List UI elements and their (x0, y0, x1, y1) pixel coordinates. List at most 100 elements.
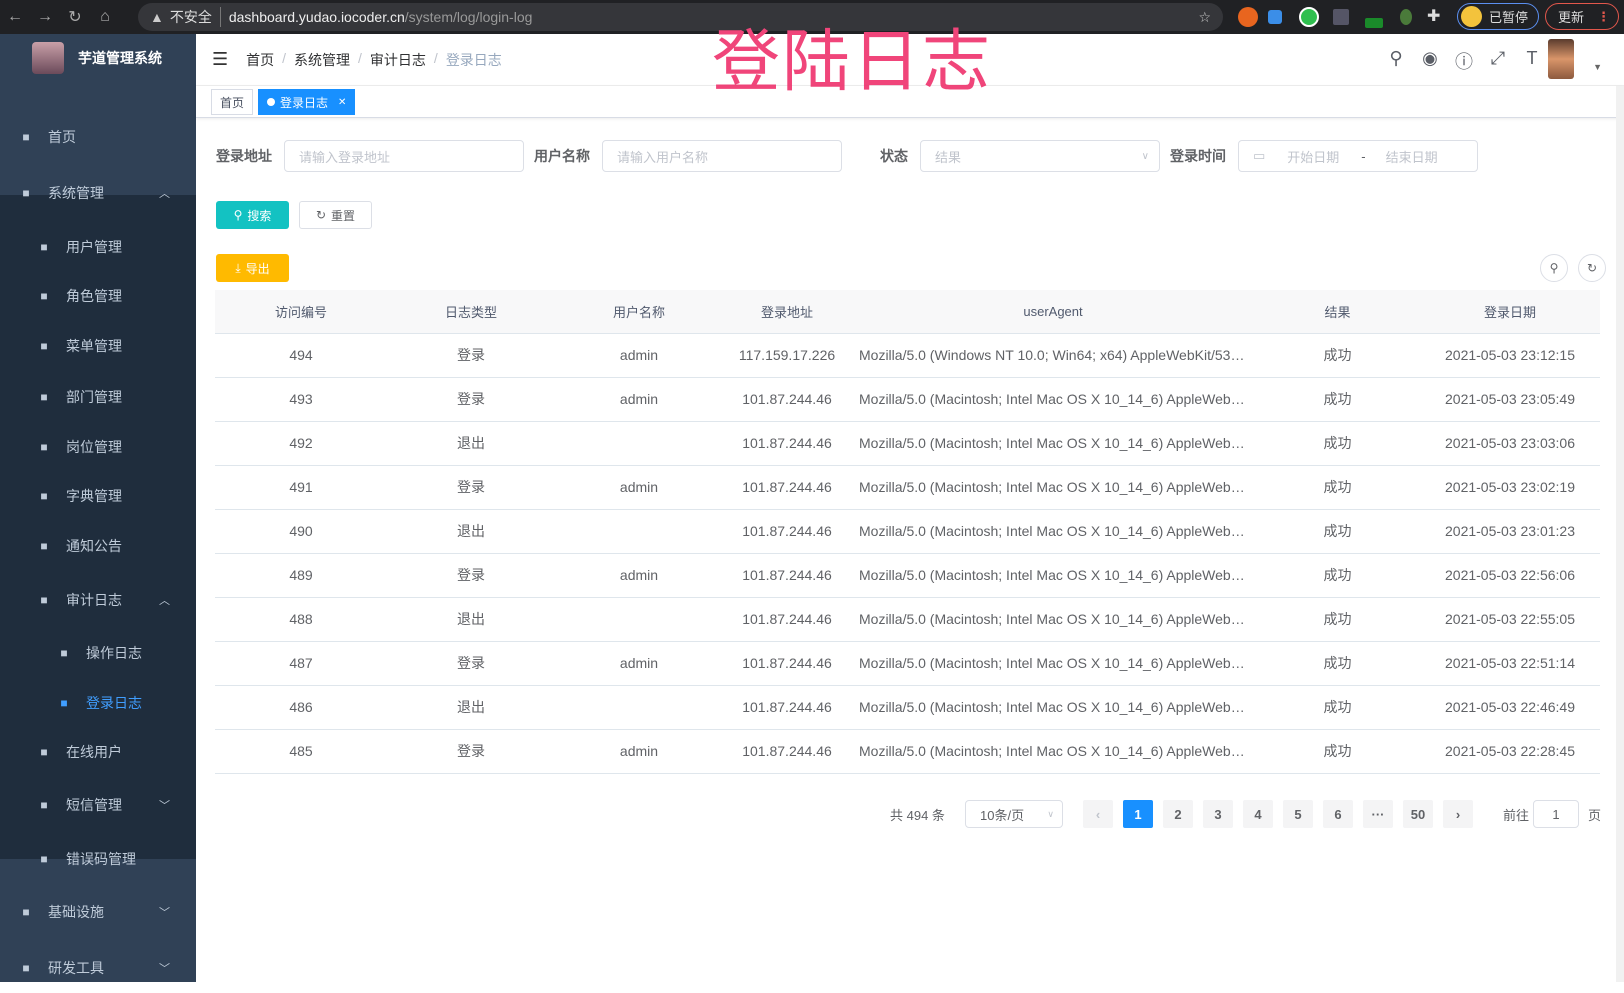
tree-table-icon: ■ (40, 339, 48, 353)
refresh-icon: ↻ (315, 208, 327, 222)
extension-gem-icon[interactable] (1268, 10, 1282, 24)
sidebar-item[interactable]: ■ 研发工具 ﹀ (0, 943, 196, 993)
sidebar-item[interactable]: ■ 操作日志 (0, 628, 196, 678)
table-row: 492 退出 101.87.244.46 Mozilla/5.0 (Macintosh… (215, 421, 1600, 466)
date-range-picker[interactable]: ▭ 开始日期 - 结束日期 (1238, 140, 1478, 172)
sidebar-logo[interactable]: 芋道管理系统 (0, 34, 196, 82)
next-page-button[interactable]: › (1443, 800, 1473, 828)
refresh-table-button[interactable]: ↻ (1578, 254, 1606, 282)
sidebar-item-label: 用户管理 (66, 239, 122, 255)
page-button[interactable]: 2 (1163, 800, 1193, 828)
sidebar-item[interactable]: ■ 基础设施 ﹀ (0, 887, 196, 937)
goto-value: 1 (1552, 806, 1560, 822)
table-cell: 退出 (387, 597, 555, 642)
sidebar-item[interactable]: ■ 系统管理 ︿ (0, 168, 196, 218)
sidebar-item[interactable]: ■ 通知公告 (0, 521, 196, 571)
font-size-icon[interactable]: T (1526, 48, 1538, 68)
sidebar-item[interactable]: ■ 短信管理 ﹀ (0, 780, 196, 830)
ip-input[interactable]: 请输入登录地址 (284, 140, 524, 172)
extension-on-icon[interactable] (1365, 18, 1383, 28)
reload-icon[interactable]: ↻ (68, 9, 82, 26)
table-cell: 登录 (387, 553, 555, 598)
tag-home[interactable]: 首页 (211, 89, 254, 115)
breadcrumb-separator: / (358, 49, 362, 66)
extension-leaf-icon[interactable] (1400, 9, 1412, 25)
caret-down-icon[interactable]: ▼ (1593, 62, 1602, 72)
page-scrollbar[interactable] (1616, 86, 1624, 982)
table-cell: Mozilla/5.0 (Macintosh; Intel Mac OS X 1… (851, 685, 1255, 730)
hamburger-icon[interactable]: ☰ (212, 49, 229, 69)
table-cell: Mozilla/5.0 (Macintosh; Intel Mac OS X 1… (851, 509, 1255, 554)
table-cell: 登录 (387, 465, 555, 510)
sidebar-item[interactable]: ■ 用户管理 (0, 222, 196, 272)
extension-v-icon[interactable] (1299, 7, 1319, 27)
table-cell: 101.87.244.46 (723, 509, 851, 554)
reset-button[interactable]: ↻ 重置 (299, 201, 372, 229)
update-button[interactable]: 更新 ⋮ (1545, 3, 1619, 30)
table-cell: admin (555, 641, 723, 686)
browser-toolbar: ← → ↻ ⌂ ▲ 不安全 dashboard.yudao.iocoder.cn… (0, 0, 1624, 34)
extension-icon[interactable] (1238, 7, 1258, 27)
search-icon[interactable]: ⚲ (1389, 48, 1403, 68)
extensions-puzzle-icon[interactable]: ✚ (1427, 8, 1441, 25)
column-header: 登录地址 (723, 290, 851, 334)
username-input[interactable]: 请输入用户名称 (602, 140, 842, 172)
help-icon[interactable]: ⓘ (1455, 52, 1473, 72)
column-header: 用户名称 (555, 290, 723, 334)
table-cell: Mozilla/5.0 (Windows NT 10.0; Win64; x64… (851, 333, 1255, 378)
home-icon[interactable]: ⌂ (100, 8, 110, 25)
extension-grid-icon[interactable] (1333, 9, 1349, 25)
sidebar-item[interactable]: ■ 登录日志 (0, 678, 196, 728)
user-icon: ■ (40, 240, 48, 254)
search-button[interactable]: ⚲ 搜索 (216, 201, 289, 229)
github-icon[interactable]: ◉ (1422, 48, 1438, 68)
sidebar-item[interactable]: ■ 首页 (0, 112, 196, 162)
page-button[interactable]: 50 (1403, 800, 1433, 828)
close-icon[interactable]: ✕ (338, 96, 347, 108)
sidebar-item[interactable]: ■ 审计日志 ︿ (0, 575, 196, 625)
goto-page-input[interactable]: 1 (1533, 800, 1579, 828)
status-select[interactable]: 结果 ∨ (920, 140, 1160, 172)
export-button[interactable]: ⤓ 导出 (216, 254, 289, 282)
monitor-icon: ■ (22, 905, 30, 919)
toggle-search-button[interactable]: ⚲ (1540, 254, 1568, 282)
sidebar-item[interactable]: ■ 在线用户 (0, 727, 196, 777)
page-button[interactable]: 1 (1123, 800, 1153, 828)
prev-page-button[interactable]: ‹ (1083, 800, 1113, 828)
page-size-select[interactable]: 10条/页 ∨ (965, 800, 1063, 828)
bookmark-star-icon[interactable]: ☆ (1198, 8, 1211, 25)
address-bar[interactable]: ▲ 不安全 dashboard.yudao.iocoder.cn/system/… (138, 3, 1223, 31)
pagination-total: 共 494 条 (890, 807, 945, 823)
sidebar-item[interactable]: ■ 菜单管理 (0, 321, 196, 371)
sidebar-item[interactable]: ■ 错误码管理 (0, 834, 196, 884)
fullscreen-icon[interactable]: ⤢ (1490, 48, 1506, 68)
forward-icon[interactable]: → (37, 8, 53, 25)
page-button[interactable]: ··· (1363, 800, 1393, 828)
table-cell: 退出 (387, 421, 555, 466)
avatar[interactable] (1548, 39, 1574, 79)
back-icon[interactable]: ← (7, 8, 23, 25)
page-button[interactable]: 6 (1323, 800, 1353, 828)
table-cell: 490 (215, 509, 387, 554)
breadcrumb-item: 系统管理 (294, 51, 351, 68)
sidebar-item[interactable]: ■ 岗位管理 (0, 422, 196, 472)
table-cell: 101.87.244.46 (723, 641, 851, 686)
sidebar-item[interactable]: ■ 部门管理 (0, 372, 196, 422)
sidebar-item[interactable]: ■ 字典管理 (0, 471, 196, 521)
dict-icon: ■ (40, 489, 48, 503)
breadcrumb-item[interactable]: 首页 (246, 51, 275, 68)
profile-paused-button[interactable]: 已暂停 (1457, 3, 1539, 30)
more-icon: ⋮ (1597, 8, 1610, 24)
table-cell: admin (555, 465, 723, 510)
table-cell: 488 (215, 597, 387, 642)
page-button[interactable]: 4 (1243, 800, 1273, 828)
table-cell: 101.87.244.46 (723, 465, 851, 510)
table-cell: 2021-05-03 23:02:19 (1420, 465, 1600, 510)
table-cell: 成功 (1255, 729, 1420, 774)
page-button[interactable]: 5 (1283, 800, 1313, 828)
login-time-label: 登录时间 (1170, 148, 1226, 164)
page-button[interactable]: 3 (1203, 800, 1233, 828)
sms-icon: ■ (40, 798, 48, 812)
tag-login-log[interactable]: 登录日志 ✕ (258, 89, 356, 115)
sidebar-item[interactable]: ■ 角色管理 (0, 271, 196, 321)
